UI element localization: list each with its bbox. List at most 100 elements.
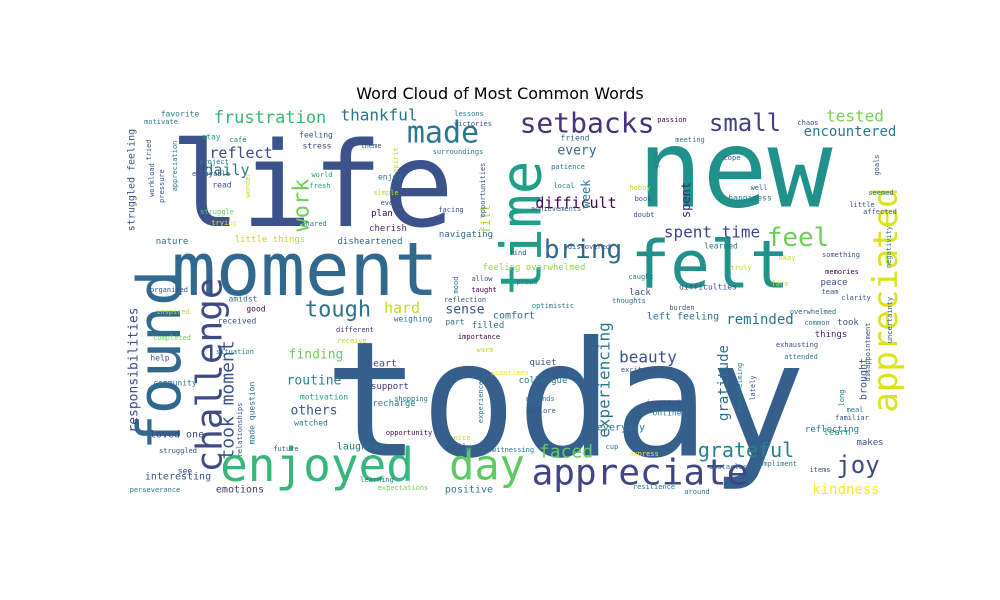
word-part: part <box>445 318 464 327</box>
word-uncertainty: uncertainty <box>886 297 894 343</box>
word-left-feeling: left feeling <box>647 312 719 323</box>
word-loved-one: loved one <box>150 430 204 441</box>
word-setbacks: setbacks <box>520 107 655 140</box>
word-even: even <box>381 199 398 207</box>
word-feel: feel <box>767 223 830 253</box>
word-week: week <box>579 179 593 209</box>
word-caught: caught <box>628 273 653 281</box>
word-mood: mood <box>452 277 460 294</box>
word-learn: learn <box>823 428 850 438</box>
word-surroundings: surroundings <box>433 148 484 156</box>
word-see: see <box>178 467 193 476</box>
word-family: family <box>445 443 470 451</box>
word-life: life <box>170 116 454 254</box>
word-plan: plan <box>371 209 393 219</box>
word-seemed: seemed <box>868 189 893 197</box>
word-quiet: quiet <box>529 358 556 368</box>
word-read: read <box>212 181 231 190</box>
word-nature: nature <box>156 237 189 247</box>
word-everyday: everyday <box>597 423 645 434</box>
word-passion: passion <box>657 116 687 124</box>
word-obstacles: obstacles <box>709 463 747 471</box>
word-well: well <box>751 184 768 192</box>
word-team: team <box>822 288 839 296</box>
word-hard: hard <box>384 299 420 317</box>
word-shopping: shopping <box>394 395 428 403</box>
word-local: local <box>553 182 574 190</box>
word-find: find <box>510 249 527 257</box>
word-resilience: resilience <box>633 483 675 491</box>
word-relationships: relationships <box>236 403 244 458</box>
word-things: things <box>815 330 848 340</box>
word-weighing: weighing <box>394 315 433 324</box>
word-reminds: reminds <box>525 395 555 403</box>
word-witnessing: witnessing <box>492 446 534 454</box>
word-challenge: challenge <box>190 277 231 472</box>
word-overwhelming: overwhelming <box>736 363 744 414</box>
word-workload: workload <box>148 163 156 197</box>
word-peace: peace <box>820 278 847 288</box>
word-motivation: motivation <box>300 393 348 402</box>
word-attended: attended <box>784 353 818 361</box>
word-struggle: struggle <box>200 208 234 216</box>
word-project: project <box>199 158 229 166</box>
word-support: support <box>371 382 409 392</box>
word-common: common <box>804 319 829 327</box>
chart-title: Word Cloud of Most Common Words <box>356 84 644 103</box>
word-fill: fill <box>479 205 493 234</box>
word-book: book <box>635 195 653 203</box>
word-inspired: inspired <box>156 308 190 316</box>
word-grateful: grateful <box>698 438 794 462</box>
word-chaos: chaos <box>797 119 818 127</box>
word-recharge: recharge <box>372 399 415 409</box>
word-opportunities: opportunities <box>479 163 487 218</box>
word-simple: simple <box>373 189 398 197</box>
word-organized: organized <box>150 286 188 294</box>
word-doubt: doubt <box>633 211 654 219</box>
word-online: online <box>653 409 682 418</box>
word-reflection: reflection <box>444 296 486 304</box>
word-stay: stay <box>201 133 220 142</box>
word-interesting: interesting <box>145 472 211 483</box>
word-cherish: cherish <box>369 224 407 234</box>
word-cope: cope <box>724 154 741 162</box>
word-clarity: clarity <box>841 294 871 302</box>
word-feeling-overwhelmed: feeling overwhelmed <box>483 263 586 273</box>
word-different: different <box>336 326 374 334</box>
word-happiness: happiness <box>728 194 772 203</box>
word-thoughts: thoughts <box>612 297 646 305</box>
word-experience: experience <box>477 381 485 423</box>
word-reflecting: reflecting <box>805 425 859 435</box>
word-small: small <box>709 109 781 137</box>
word-learned: learned <box>704 242 738 251</box>
word-meal: meal <box>847 406 864 414</box>
word-struggled-feeling: struggled feeling <box>127 129 138 231</box>
word-impacted: impacted <box>646 399 680 407</box>
word-beauty: beauty <box>619 348 677 367</box>
word-world: world <box>311 171 332 179</box>
word-receive: receive <box>337 337 367 345</box>
word-received: received <box>218 317 257 326</box>
word-positive: positive <box>445 485 493 496</box>
word-perseverance: perseverance <box>130 486 181 494</box>
word-brought: brought <box>859 358 870 400</box>
word-truly: truly <box>730 264 751 272</box>
word-amidst: amidst <box>229 295 258 304</box>
word-compliment: compliment <box>755 460 797 468</box>
word-stress: stress <box>303 142 332 151</box>
word-memories: memories <box>825 268 859 276</box>
word-something: something <box>822 251 860 259</box>
word-grow: grow <box>652 151 660 169</box>
word-comfort: comfort <box>493 311 535 322</box>
word-community: community <box>153 379 197 388</box>
word-explore: explore <box>526 407 556 415</box>
word-found: found <box>125 270 195 451</box>
word-warm: warm <box>477 346 494 354</box>
word-thankful: thankful <box>340 106 417 125</box>
word-tried: tried <box>145 139 153 160</box>
word-little-things: little things <box>235 235 305 245</box>
word-overwhelmed: overwhelmed <box>790 308 836 316</box>
word-express: express <box>629 450 659 458</box>
word-disheartened: disheartened <box>337 237 402 247</box>
